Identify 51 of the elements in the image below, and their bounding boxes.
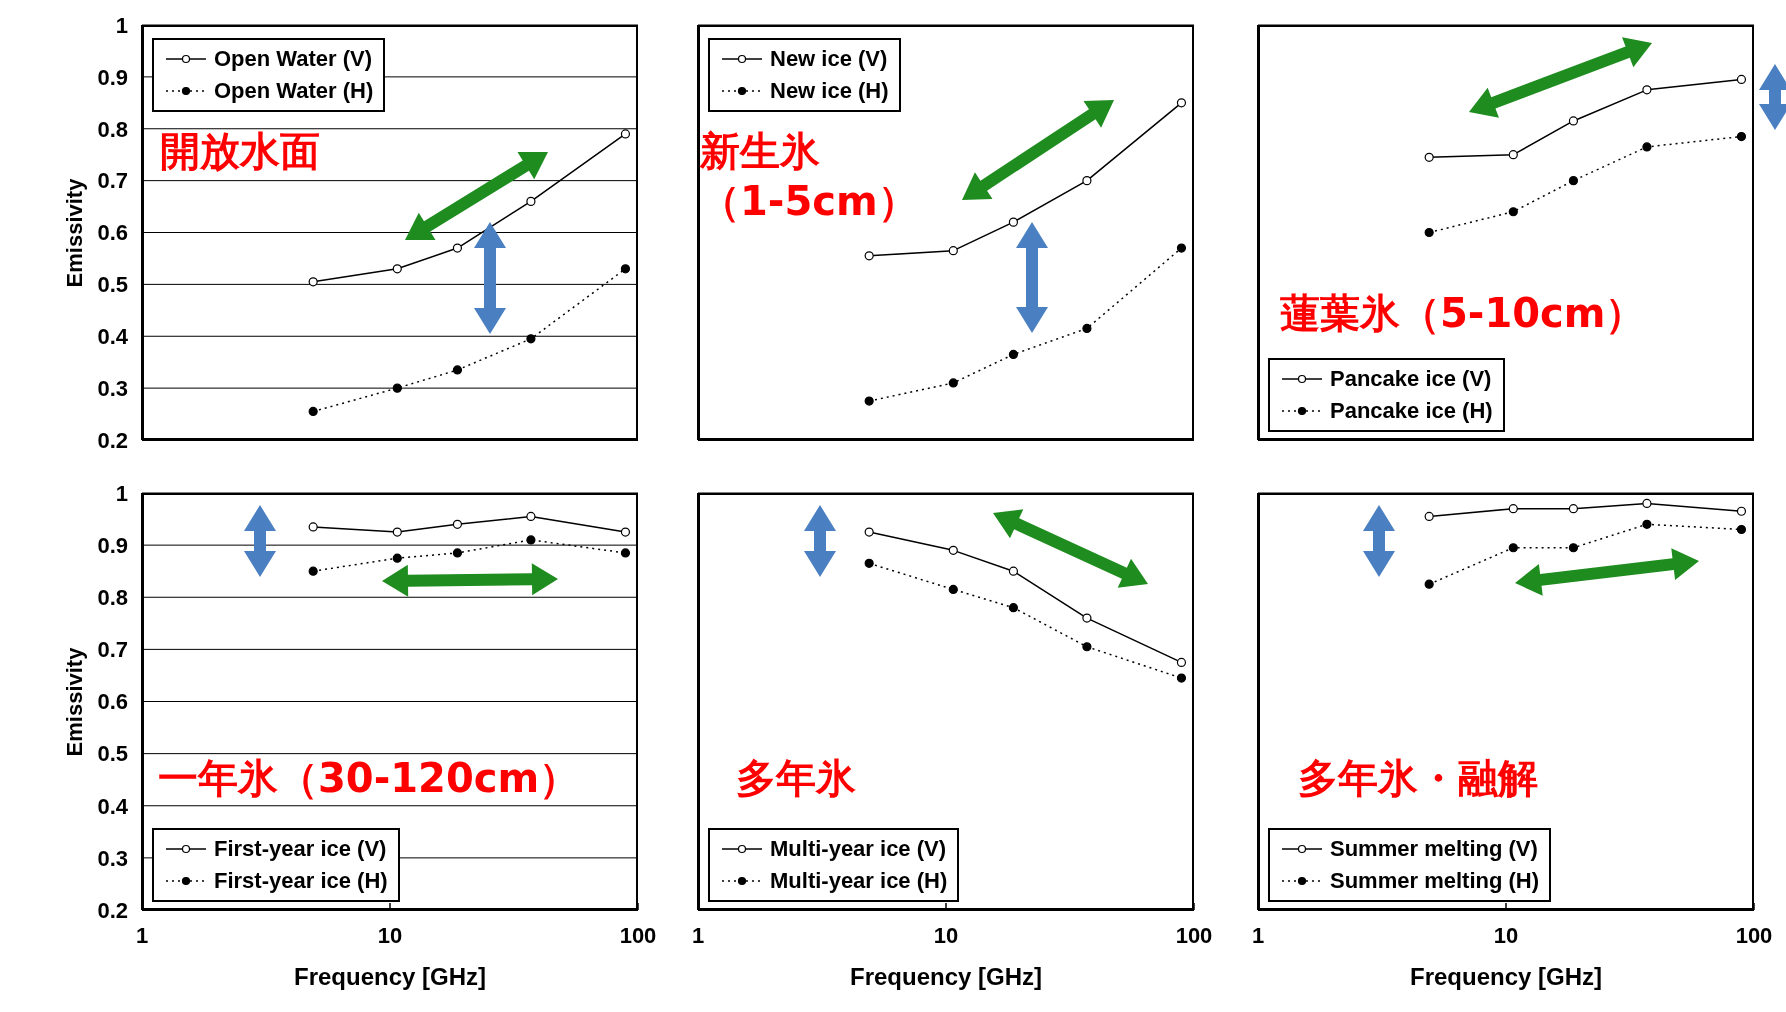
annotation: 開放水面 [160,127,320,176]
legend-label: Open Water (V) [214,46,373,72]
y-tick-label: 0.5 [97,741,128,767]
y-tick-label: 0.6 [97,689,128,715]
annotation: 多年氷・融解 [1298,754,1538,803]
y-tick-label: 0.4 [97,324,129,350]
x-tick-label: 1 [691,922,705,948]
y-axis-title: Emissivity [62,178,88,287]
x-tick-label: 1 [1251,922,1265,948]
legend-label: Pancake ice (V) [1330,366,1492,392]
y-tick-label: 1 [115,12,128,38]
y-tick-label: 0.9 [97,532,128,558]
y-tick-label: 0.7 [97,637,128,663]
y-tick-label: 0.9 [97,64,128,90]
x-tick-label: 100 [1735,922,1773,948]
y-axis-title: Emissivity [62,647,88,756]
y-tick-label: 0.2 [97,427,128,453]
legend-label: Open Water (H) [214,78,374,104]
y-tick-label: 0.4 [97,793,129,819]
x-tick-label: 10 [1493,922,1519,948]
y-tick-label: 0.3 [97,845,128,871]
y-tick-label: 0.3 [97,375,128,401]
legend-label: Summer melting (V) [1330,836,1538,862]
annotation: （1-5cm） [700,177,918,226]
y-tick-label: 0.7 [97,168,128,194]
legend-label: Pancake ice (H) [1330,398,1493,424]
x-axis-title: Frequency [GHz] [293,963,487,991]
x-tick-label: 100 [619,922,657,948]
annotation: 一年氷（30-120cm） [158,754,580,803]
legend-label: New ice (V) [770,46,888,72]
y-tick-label: 0.8 [97,116,128,142]
annotation: 蓮葉氷（5-10cm） [1280,289,1646,338]
y-tick-label: 0.8 [97,585,128,611]
legend-label: Summer melting (H) [1330,868,1540,894]
x-tick-label: 10 [377,922,403,948]
x-tick-label: 1 [135,922,149,948]
annotation: 新生氷 [700,127,820,176]
x-tick-label: 100 [1175,922,1213,948]
y-tick-label: 0.5 [97,272,128,298]
x-axis-title: Frequency [GHz] [1409,963,1603,991]
legend-label: New ice (H) [770,78,889,104]
annotation: 多年氷 [736,754,856,803]
legend-label: First-year ice (H) [214,868,388,894]
x-tick-label: 10 [933,922,959,948]
y-tick-label: 0.6 [97,220,128,246]
y-tick-label: 1 [115,480,128,506]
y-tick-label: 0.2 [97,897,128,923]
legend-label: Multi-year ice (V) [770,836,947,862]
x-axis-title: Frequency [GHz] [849,963,1043,991]
legend-label: First-year ice (V) [214,836,387,862]
legend-label: Multi-year ice (H) [770,868,948,894]
